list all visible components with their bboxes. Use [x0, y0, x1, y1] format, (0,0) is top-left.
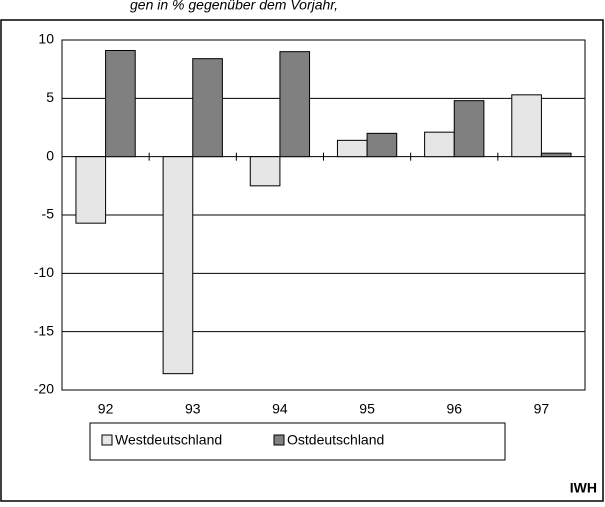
y-tick-label: -5 — [42, 206, 55, 222]
y-tick-label: 10 — [38, 31, 54, 47]
legend-label: Ostdeutschland — [287, 432, 384, 448]
x-tick-label: 92 — [98, 401, 114, 417]
bar — [162, 156, 194, 375]
x-tick-label: 94 — [272, 401, 288, 417]
y-tick-label: 0 — [46, 147, 54, 163]
legend-box — [89, 422, 506, 461]
y-tick-label: -10 — [34, 264, 54, 280]
bar — [511, 94, 542, 158]
legend-label: Westdeutschland — [115, 432, 222, 448]
source-label: IWH — [570, 480, 597, 496]
bar — [366, 132, 398, 158]
legend-swatch — [101, 434, 113, 446]
bar — [75, 156, 107, 224]
x-tick-label: 97 — [534, 401, 550, 417]
plot-frame — [61, 39, 586, 391]
y-tick-label: 5 — [46, 89, 54, 105]
bar — [336, 139, 368, 158]
bar — [192, 58, 223, 158]
legend-swatch — [273, 434, 285, 446]
bar — [540, 152, 572, 158]
bar — [453, 100, 485, 158]
x-tick-label: 96 — [446, 401, 462, 417]
chart-frame — [0, 19, 604, 502]
bar — [279, 51, 311, 158]
y-tick-label: -15 — [34, 322, 54, 338]
chart-title: gen in % gegenüber dem Vorjahr, — [130, 0, 338, 13]
y-tick-label: -20 — [34, 381, 54, 397]
bar — [424, 131, 455, 158]
x-tick-label: 95 — [359, 401, 375, 417]
bar — [249, 156, 281, 187]
bar — [105, 50, 136, 158]
x-tick-label: 93 — [185, 401, 201, 417]
